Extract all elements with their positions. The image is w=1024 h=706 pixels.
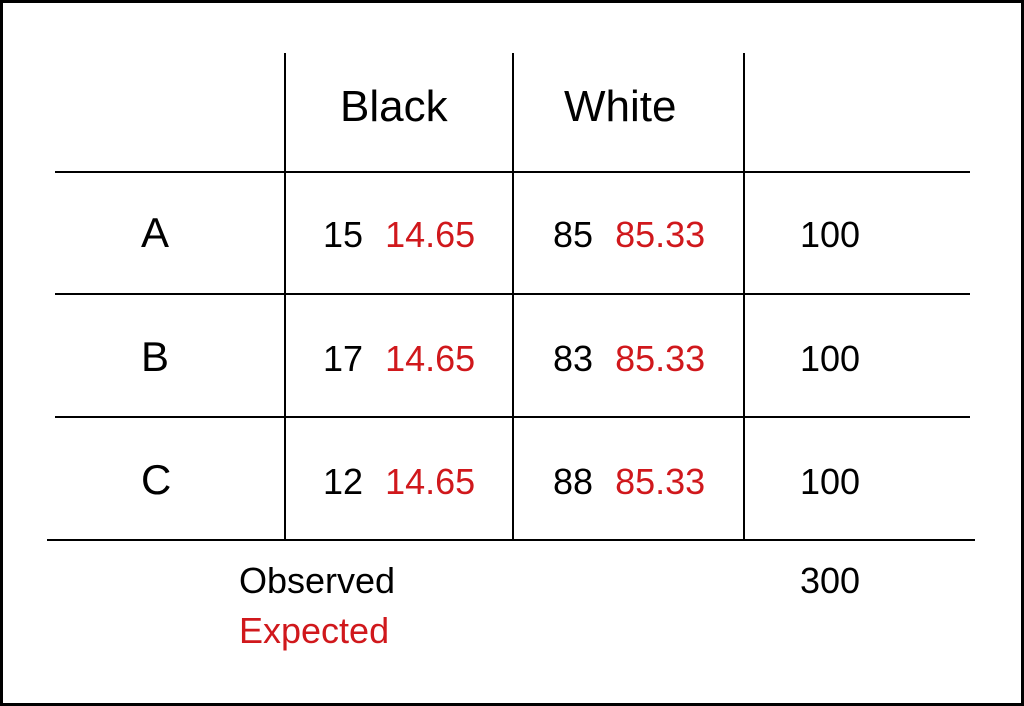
cell-a-black: 15 14.65 [323, 217, 475, 253]
grand-total: 300 [800, 560, 861, 601]
grid-vline-3 [743, 53, 745, 541]
expected-value: 14.65 [385, 461, 476, 502]
expected-value: 85.33 [615, 461, 706, 502]
cell-b-black: 17 14.65 [323, 341, 475, 377]
expected-value: 85.33 [615, 214, 706, 255]
cell-c-white: 88 85.33 [553, 464, 705, 500]
row-total-b: 100 [800, 338, 861, 379]
legend-expected: Expected [239, 610, 390, 651]
grid-vline-1 [284, 53, 286, 541]
legend-observed: Observed [239, 560, 396, 601]
row-total-a: 100 [800, 214, 861, 255]
grid-vline-2 [512, 53, 514, 541]
row-label-a: A [141, 209, 170, 256]
cell-b-white: 83 85.33 [553, 341, 705, 377]
grid-hline-bottom [47, 539, 975, 541]
observed-value: 83 [553, 338, 594, 379]
observed-value: 17 [323, 338, 364, 379]
row-label-b: B [141, 333, 170, 380]
column-header-black: Black [340, 82, 448, 131]
expected-value: 14.65 [385, 338, 476, 379]
cell-a-white: 85 85.33 [553, 217, 705, 253]
column-header-white: White [564, 82, 677, 131]
observed-value: 88 [553, 461, 594, 502]
grid-hline-header [55, 171, 970, 173]
cell-c-black: 12 14.65 [323, 464, 475, 500]
observed-value: 15 [323, 214, 364, 255]
expected-value: 85.33 [615, 338, 706, 379]
grid-hline-row-a [55, 293, 970, 295]
observed-value: 85 [553, 214, 594, 255]
row-label-c: C [141, 456, 172, 503]
row-total-c: 100 [800, 461, 861, 502]
expected-value: 14.65 [385, 214, 476, 255]
grid-hline-row-b [55, 416, 970, 418]
observed-value: 12 [323, 461, 364, 502]
